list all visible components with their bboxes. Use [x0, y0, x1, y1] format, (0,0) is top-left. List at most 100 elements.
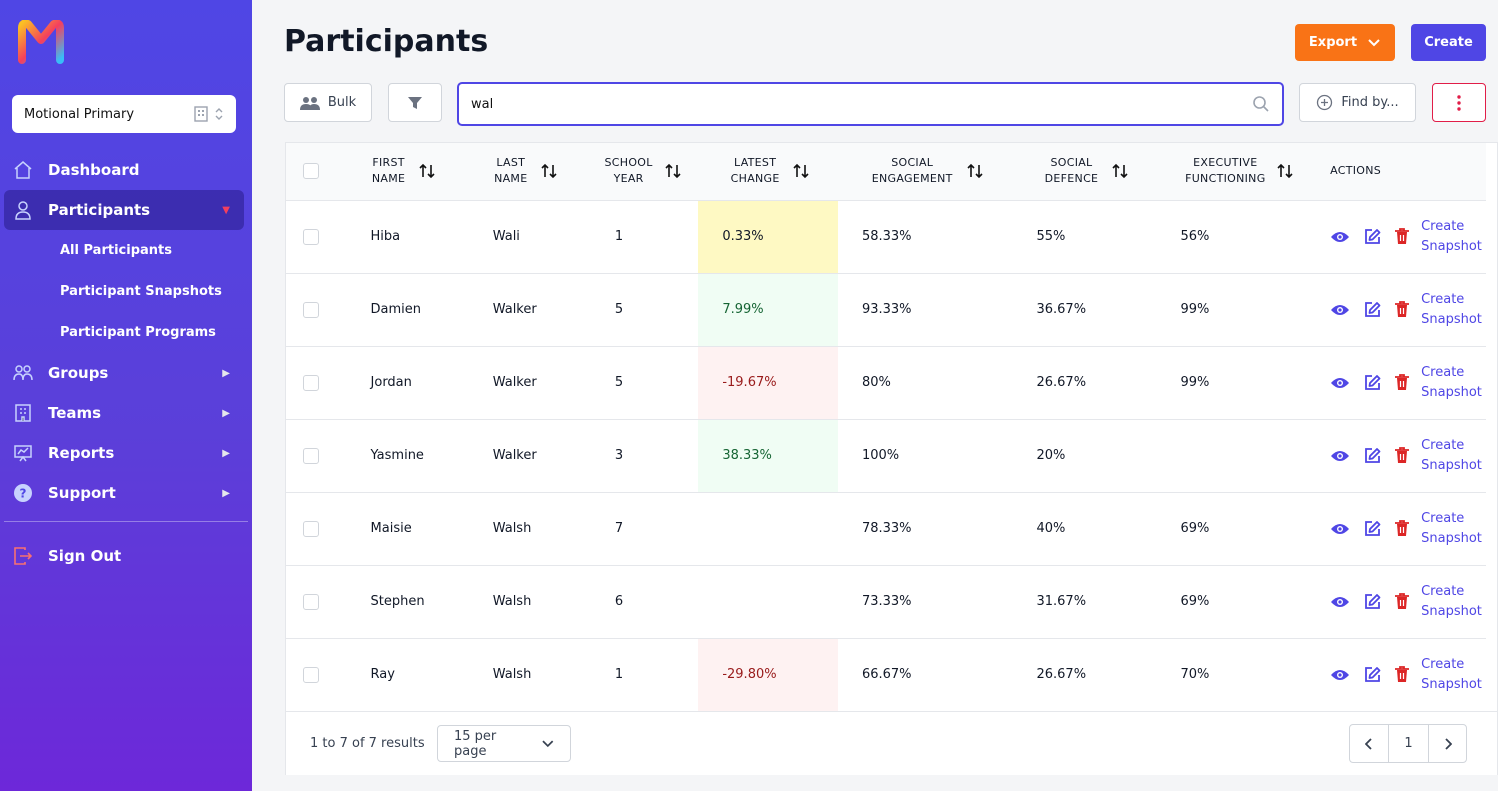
social-defence-cell: 20% [1036, 448, 1066, 463]
sort-icon [419, 164, 435, 179]
table-row: Hiba Wali 1 0.33% 58.33% 55% 56% Create Snapshot [286, 200, 1486, 273]
search-input[interactable] [471, 96, 1252, 112]
trash-icon[interactable] [1395, 374, 1410, 391]
organisation-name: Motional Primary [24, 106, 135, 122]
column-header[interactable]: LAST NAME [463, 143, 585, 200]
bulk-label: Bulk [327, 95, 357, 110]
edit-icon[interactable] [1364, 666, 1381, 683]
trash-icon[interactable] [1395, 593, 1410, 610]
sub-item-all-participants[interactable]: All Participants [60, 243, 172, 258]
row-checkbox[interactable] [303, 228, 319, 245]
column-header[interactable]: FIRST NAME [341, 143, 463, 200]
create-snapshot-link[interactable]: Create Snapshot [1421, 290, 1482, 330]
results-count: 1 to 7 of 7 results [310, 736, 425, 751]
next-page-button[interactable] [1428, 725, 1466, 762]
social-defence-cell: 26.67% [1036, 667, 1087, 683]
more-options-button[interactable] [1432, 83, 1486, 122]
eye-icon[interactable] [1330, 595, 1350, 609]
page-title: Participants [284, 24, 489, 59]
trash-icon[interactable] [1395, 228, 1410, 245]
table-row: Yasmine Walker 3 38.33% 100% 20% Create Snapsho… [286, 419, 1486, 492]
column-header[interactable]: SOCIAL ENGAGEMENT [838, 143, 1013, 200]
column-header[interactable]: EXECUTIVE FUNCTIONING [1156, 143, 1320, 200]
trash-icon[interactable] [1395, 447, 1410, 464]
row-checkbox[interactable] [303, 447, 319, 464]
row-checkbox[interactable] [303, 666, 319, 683]
create-snapshot-link[interactable]: Create Snapshot [1421, 436, 1482, 476]
nav-item-dashboard[interactable]: Dashboard [0, 150, 252, 190]
eye-icon[interactable] [1330, 522, 1350, 536]
bulk-button[interactable]: Bulk [284, 83, 372, 122]
nav-item-support[interactable]: ? Support ▶ [0, 473, 252, 513]
social-defence-cell: 40% [1036, 521, 1066, 536]
eye-icon[interactable] [1330, 449, 1350, 463]
snapshot-line: Create [1421, 291, 1465, 307]
create-snapshot-link[interactable]: Create Snapshot [1421, 655, 1482, 695]
trash-icon[interactable] [1395, 666, 1410, 683]
latest-change-cell: 7.99% [698, 273, 838, 346]
motional-logo[interactable] [18, 20, 64, 64]
row-checkbox[interactable] [303, 593, 319, 610]
actions-cell: Create Snapshot [1320, 273, 1486, 346]
create-snapshot-link[interactable]: Create Snapshot [1421, 217, 1482, 257]
column-header[interactable]: SOCIAL DEFENCE [1012, 143, 1156, 200]
nav-item-participants[interactable]: Participants ▼ [4, 190, 244, 230]
create-button[interactable]: Create [1411, 24, 1486, 61]
export-button[interactable]: Export [1295, 24, 1395, 61]
column-header[interactable]: LATEST CHANGE [698, 143, 838, 200]
edit-icon[interactable] [1364, 374, 1381, 391]
organisation-select[interactable]: Motional Primary [12, 95, 236, 133]
chevron-up-down-icon [215, 108, 223, 120]
eye-icon[interactable] [1330, 376, 1350, 390]
last-name-cell: Walsh [492, 667, 532, 683]
executive-functioning-cell: 99% [1180, 375, 1210, 390]
page-number[interactable]: 1 [1388, 725, 1428, 762]
create-snapshot-link[interactable]: Create Snapshot [1421, 509, 1482, 549]
create-snapshot-link[interactable]: Create Snapshot [1421, 582, 1482, 622]
last-name-cell: Walsh [492, 594, 532, 609]
trash-icon[interactable] [1395, 301, 1410, 318]
snapshot-line: Create [1421, 510, 1465, 526]
sub-item-participant-programs[interactable]: Participant Programs [60, 325, 216, 340]
chevron-right-icon [1444, 737, 1452, 750]
office-building-icon [15, 404, 31, 422]
eye-icon[interactable] [1330, 668, 1350, 682]
search-icon [1253, 96, 1269, 112]
edit-icon[interactable] [1364, 593, 1381, 610]
school-year-cell: 1 [614, 667, 624, 683]
svg-text:?: ? [20, 487, 27, 501]
nav-item-reports[interactable]: Reports ▶ [0, 433, 252, 473]
row-checkbox[interactable] [303, 301, 319, 318]
row-checkbox[interactable] [303, 520, 319, 537]
executive-functioning-cell: 69% [1180, 521, 1210, 536]
row-checkbox[interactable] [303, 374, 319, 391]
select-all-checkbox[interactable] [303, 163, 319, 180]
executive-functioning-cell: 99% [1180, 302, 1210, 317]
eye-icon[interactable] [1330, 230, 1350, 244]
sidebar: Motional Primary Dashboard Participants … [0, 0, 252, 791]
nav-item-sign-out[interactable]: Sign Out [0, 536, 252, 576]
snapshot-line: Snapshot [1421, 384, 1482, 400]
actions-cell: Create Snapshot [1320, 200, 1486, 273]
nav-label: Reports [48, 444, 115, 462]
find-by-button[interactable]: Find by... [1299, 83, 1416, 122]
sort-icon [1112, 164, 1129, 179]
create-snapshot-link[interactable]: Create Snapshot [1421, 363, 1482, 403]
edit-icon[interactable] [1364, 447, 1381, 464]
trash-icon[interactable] [1395, 520, 1410, 537]
prev-page-button[interactable] [1350, 725, 1388, 762]
filter-button[interactable] [388, 83, 442, 122]
snapshot-line: Create [1421, 656, 1465, 672]
nav-item-groups[interactable]: Groups ▶ [0, 353, 252, 393]
edit-icon[interactable] [1364, 520, 1381, 537]
eye-icon[interactable] [1330, 303, 1350, 317]
edit-icon[interactable] [1364, 301, 1381, 318]
sub-item-participant-snapshots[interactable]: Participant Snapshots [60, 284, 222, 299]
edit-icon[interactable] [1364, 228, 1381, 245]
nav-item-teams[interactable]: Teams ▶ [0, 393, 252, 433]
latest-change-cell [698, 565, 838, 638]
per-page-value: 15 per page [454, 728, 497, 759]
column-header[interactable]: SCHOOL YEAR [585, 143, 698, 200]
per-page-select[interactable]: 15 per page [437, 725, 571, 762]
snapshot-line: Create [1421, 437, 1465, 453]
